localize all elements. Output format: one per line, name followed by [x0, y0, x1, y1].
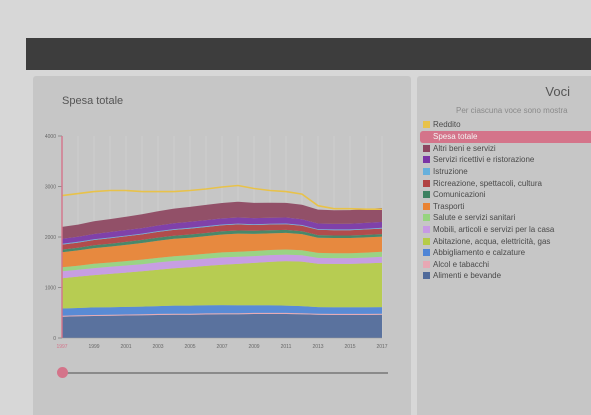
legend-swatch	[423, 237, 430, 245]
legend-item[interactable]: Abitazione, acqua, elettricità, gas	[420, 235, 591, 247]
area-series	[62, 201, 382, 239]
x-tick-label: 1997	[56, 344, 67, 350]
area-series	[62, 217, 382, 244]
top-bar	[26, 38, 591, 70]
legend-item[interactable]: Spesa totale	[420, 130, 591, 143]
legend-item[interactable]: Abbigliamento e calzature	[420, 247, 591, 259]
legend-swatch	[423, 156, 430, 164]
y-tick-label: 4000	[45, 134, 56, 140]
legend-label: Alimenti e bevande	[433, 271, 502, 281]
legend-swatch	[423, 272, 430, 280]
legend-item[interactable]: Trasporti	[420, 201, 591, 213]
voci-legend: Reddito Spesa totale Altri beni e servizi S…	[420, 119, 591, 282]
y-tick-label: 3000	[45, 185, 56, 191]
area-series	[62, 224, 382, 250]
legend-label: Salute e servizi sanitari	[433, 213, 516, 223]
x-tick-label: 2013	[312, 344, 323, 350]
legend-label: Ricreazione, spettacoli, cultura	[433, 178, 542, 188]
legend-item[interactable]: Mobili, articoli e servizi per la casa	[420, 224, 591, 236]
legend-swatch	[423, 179, 430, 187]
area-series	[62, 305, 382, 316]
legend-label: Istruzione	[433, 167, 468, 177]
x-tick-label: 2017	[376, 344, 387, 350]
legend-label: Comunicazioni	[433, 190, 486, 200]
legend-label: Trasporti	[433, 201, 465, 211]
x-tick-label: 2005	[184, 344, 195, 350]
legend-swatch	[423, 191, 430, 199]
legend-swatch	[423, 214, 430, 222]
voci-title: Voci	[545, 84, 570, 99]
legend-item[interactable]: Istruzione	[420, 166, 591, 178]
stacked-area-chart: 0 1000 2000 3000 4000 1997 1999 2001 2003 2005 200…	[45, 134, 388, 350]
y-tick-label: 0	[53, 336, 56, 342]
legend-item[interactable]: Comunicazioni	[420, 189, 591, 201]
legend-swatch	[423, 168, 430, 176]
area-series	[62, 261, 382, 309]
legend-label: Spesa totale	[433, 132, 478, 142]
legend-label: Reddito	[433, 120, 461, 130]
x-tick-label: 2009	[248, 344, 259, 350]
legend-swatch	[423, 226, 430, 234]
legend-item[interactable]: Salute e servizi sanitari	[420, 212, 591, 224]
year-slider-thumb[interactable]	[57, 367, 68, 378]
legend-label: Servizi ricettivi e ristorazione	[433, 155, 535, 165]
x-tick-label: 2007	[216, 344, 227, 350]
y-tick-label: 2000	[45, 235, 56, 241]
x-tick-label: 2015	[344, 344, 355, 350]
x-tick-label: 2003	[152, 344, 163, 350]
x-tick-label: 2011	[281, 344, 292, 350]
area-series	[62, 314, 382, 338]
voci-panel: Voci Per ciascuna voce sono mostra Reddi…	[417, 76, 591, 415]
legend-item[interactable]: Ricreazione, spettacoli, cultura	[420, 177, 591, 189]
legend-label: Mobili, articoli e servizi per la casa	[433, 225, 555, 235]
legend-item[interactable]: Reddito	[420, 119, 591, 131]
year-slider-track[interactable]	[62, 372, 388, 374]
legend-label: Altri beni e servizi	[433, 143, 496, 153]
y-tick-label: 1000	[45, 286, 56, 292]
legend-swatch	[423, 133, 430, 141]
legend-label: Alcol e tabacchi	[433, 259, 490, 269]
legend-swatch	[423, 202, 430, 210]
legend-swatch	[423, 249, 430, 257]
area-series	[62, 312, 382, 317]
line-series	[61, 184, 382, 210]
voci-subtitle: Per ciascuna voce sono mostra	[456, 106, 568, 115]
legend-item[interactable]: Servizi ricettivi e ristorazione	[420, 154, 591, 166]
legend-item[interactable]: Altri beni e servizi	[420, 143, 591, 155]
area-series	[62, 254, 382, 279]
legend-swatch	[423, 260, 430, 268]
area-series	[62, 249, 382, 272]
x-tick-label: 1999	[88, 344, 99, 350]
legend-label: Abbigliamento e calzature	[433, 248, 526, 258]
area-series	[62, 229, 382, 253]
legend-item[interactable]: Alcol e tabacchi	[420, 259, 591, 271]
legend-item[interactable]: Alimenti e bevande	[420, 270, 591, 282]
legend-swatch	[423, 144, 430, 152]
x-tick-label: 2001	[120, 344, 131, 350]
chart-title: Spesa totale	[62, 95, 124, 107]
legend-label: Abitazione, acqua, elettricità, gas	[433, 236, 551, 246]
legend-swatch	[423, 121, 430, 129]
area-series	[62, 232, 382, 268]
